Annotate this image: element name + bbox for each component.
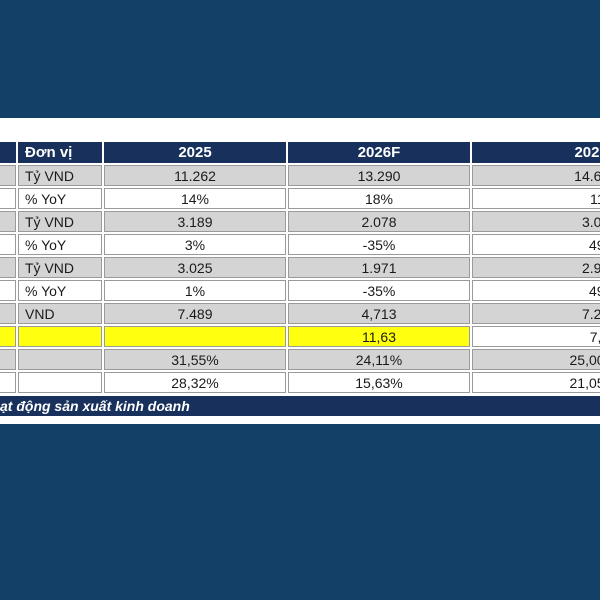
value-2025 <box>104 326 286 347</box>
unit-cell: % YoY <box>18 188 102 209</box>
row-label-cell <box>0 211 16 232</box>
value-2027f: 11% <box>472 188 600 209</box>
table-row: Tỷ VND 3.189 2.078 3.093 <box>0 211 600 232</box>
value-2026f: 15,63% <box>288 372 470 393</box>
value-2025: 3% <box>104 234 286 255</box>
value-2025: 3.189 <box>104 211 286 232</box>
unit-cell: % YoY <box>18 234 102 255</box>
row-label-cell <box>0 165 16 186</box>
row-label-cell <box>0 257 16 278</box>
unit-cell: Tỷ VND <box>18 165 102 186</box>
value-2027f: 21,05% <box>472 372 600 393</box>
table-row: Tỷ VND 11.262 13.290 14.690 <box>0 165 600 186</box>
unit-cell <box>18 326 102 347</box>
value-2025: 28,32% <box>104 372 286 393</box>
value-2025: 7.489 <box>104 303 286 324</box>
value-2026f: 24,11% <box>288 349 470 370</box>
financial-table: Đơn vị 2025 2026F 2027F Tỷ VND 11.262 13… <box>0 140 600 395</box>
value-2027f: 25,00% <box>472 349 600 370</box>
row-label-cell <box>0 234 16 255</box>
table-row: % YoY 1% -35% 49% <box>0 280 600 301</box>
table-row: Tỷ VND 3.025 1.971 2.934 <box>0 257 600 278</box>
value-2025: 31,55% <box>104 349 286 370</box>
value-2026f: 1.971 <box>288 257 470 278</box>
table-row: 31,55% 24,11% 25,00% <box>0 349 600 370</box>
unit-cell: Tỷ VND <box>18 211 102 232</box>
table-row: % YoY 14% 18% 11% <box>0 188 600 209</box>
value-2025: 14% <box>104 188 286 209</box>
header-2025: 2025 <box>104 142 286 163</box>
row-label-cell <box>0 303 16 324</box>
value-2026f: -35% <box>288 280 470 301</box>
table-caption-bar: ạt động sản xuất kinh doanh <box>0 396 600 416</box>
table-caption: ạt động sản xuất kinh doanh <box>0 398 190 414</box>
value-2027f: 2.934 <box>472 257 600 278</box>
row-label-cell <box>0 349 16 370</box>
value-2026f: 2.078 <box>288 211 470 232</box>
value-2025: 3.025 <box>104 257 286 278</box>
header-2027f: 2027F <box>472 142 600 163</box>
header-unit: Đơn vị <box>18 142 102 163</box>
value-2027f: 14.690 <box>472 165 600 186</box>
value-2027f: 7,56 <box>472 326 600 347</box>
row-label-cell <box>0 280 16 301</box>
value-2027f: 7.248 <box>472 303 600 324</box>
value-2027f: 49% <box>472 280 600 301</box>
unit-cell: VND <box>18 303 102 324</box>
value-2027f: 3.093 <box>472 211 600 232</box>
table-row-highlighted: 11,63 7,56 <box>0 326 600 347</box>
value-2026f: 11,63 <box>288 326 470 347</box>
table-row: VND 7.489 4,713 7.248 <box>0 303 600 324</box>
value-2026f: 13.290 <box>288 165 470 186</box>
unit-cell <box>18 349 102 370</box>
row-label-cell <box>0 188 16 209</box>
cropped-caption <box>0 118 600 136</box>
value-2026f: 18% <box>288 188 470 209</box>
header-2026f: 2026F <box>288 142 470 163</box>
table-row: 28,32% 15,63% 21,05% <box>0 372 600 393</box>
header-label-cell <box>0 142 16 163</box>
table-sheet: Đơn vị 2025 2026F 2027F Tỷ VND 11.262 13… <box>0 118 600 424</box>
table-row: % YoY 3% -35% 49% <box>0 234 600 255</box>
row-label-cell <box>0 372 16 393</box>
value-2025: 11.262 <box>104 165 286 186</box>
value-2025: 1% <box>104 280 286 301</box>
unit-cell <box>18 372 102 393</box>
unit-cell: % YoY <box>18 280 102 301</box>
value-2026f: 4,713 <box>288 303 470 324</box>
value-2026f: -35% <box>288 234 470 255</box>
value-2027f: 49% <box>472 234 600 255</box>
table-header-row: Đơn vị 2025 2026F 2027F <box>0 142 600 163</box>
unit-cell: Tỷ VND <box>18 257 102 278</box>
row-label-cell <box>0 326 16 347</box>
